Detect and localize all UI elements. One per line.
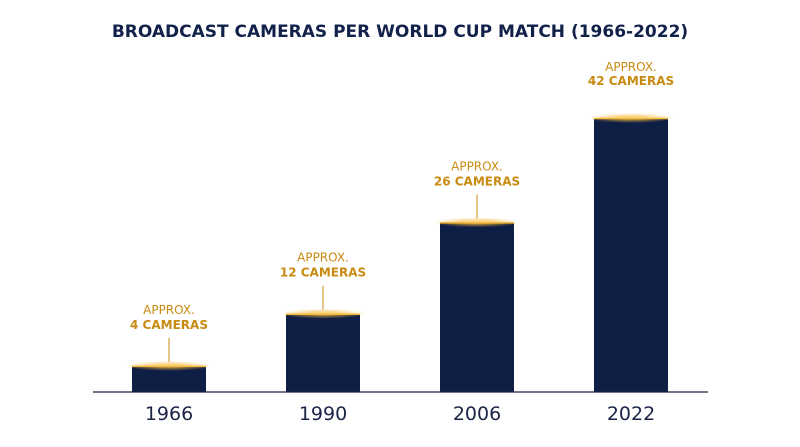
x-tick-label-2006: 2006 <box>453 403 501 425</box>
bar-1990 <box>286 313 360 392</box>
data-label-approx-2006: APPROX. <box>451 159 503 173</box>
data-label-value-2022: 42 CAMERAS <box>588 74 674 88</box>
x-tick-label-2022: 2022 <box>607 403 655 425</box>
data-label-value-1990: 12 CAMERAS <box>280 266 366 280</box>
data-label-approx-2022: APPROX. <box>605 60 657 74</box>
x-tick-label-1990: 1990 <box>299 403 347 425</box>
chart-title: BROADCAST CAMERAS PER WORLD CUP MATCH (1… <box>112 22 688 42</box>
bar-2006 <box>440 222 514 392</box>
data-label-value-1966: 4 CAMERAS <box>130 318 208 332</box>
data-label-value-2006: 26 CAMERAS <box>434 174 520 188</box>
bar-2022 <box>594 118 668 392</box>
data-label-approx-1966: APPROX. <box>143 303 195 317</box>
x-tick-label-1966: 1966 <box>145 403 193 425</box>
data-label-approx-1990: APPROX. <box>297 251 349 265</box>
